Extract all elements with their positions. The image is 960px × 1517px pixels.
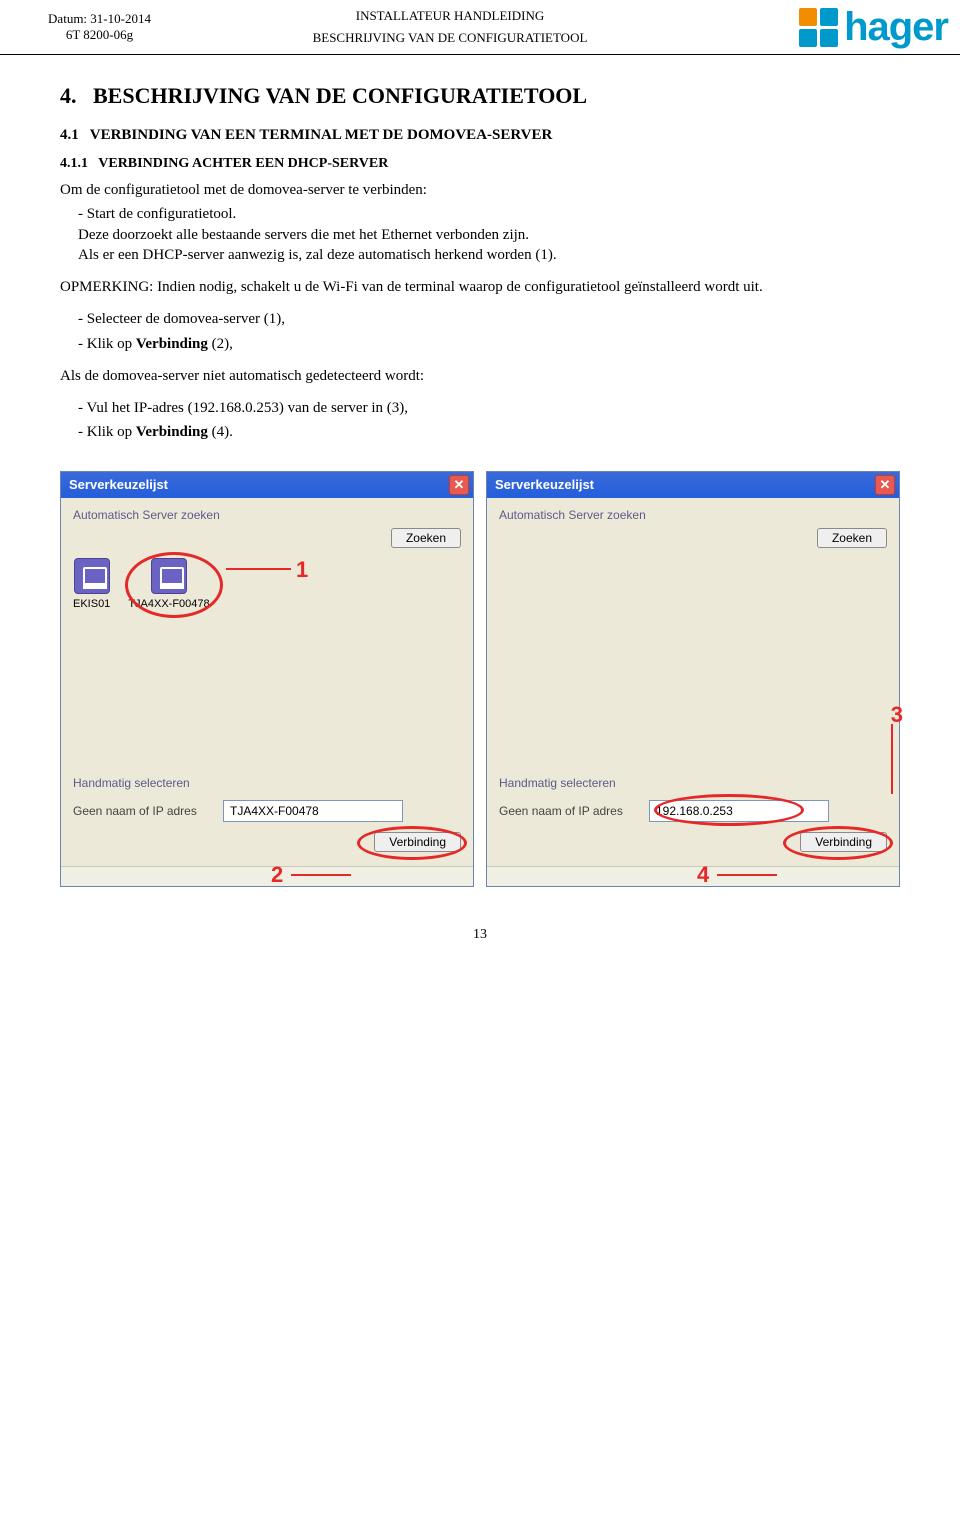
manual-label: Handmatig selecteren: [73, 776, 461, 790]
ip-label: Geen naam of IP adres: [499, 804, 649, 818]
section-heading: 4. BESCHRIJVING VAN DE CONFIGURATIETOOL: [60, 83, 900, 109]
window-title: Serverkeuzelijst: [495, 477, 594, 492]
callout-4-ellipse: [783, 826, 893, 860]
hager-logo: hager: [799, 5, 948, 50]
steps-auto: Selecteer de domovea-server (1), Klik op…: [60, 309, 900, 354]
p2a: Deze doorzoekt alle bestaande servers di…: [78, 227, 529, 243]
section-title: BESCHRIJVING VAN DE CONFIGURATIETOOL: [93, 83, 587, 108]
manual-label: Handmatig selecteren: [499, 776, 887, 790]
callout-1-line: [226, 568, 291, 570]
header-title1: INSTALLATEUR HANDLEIDING: [208, 8, 692, 24]
subsubsection-num: 4.1.1: [60, 156, 88, 171]
steps-manual: Vul het IP-adres (192.168.0.253) van de …: [60, 398, 900, 443]
intro-paragraph: Om de configuratietool met de domovea-se…: [60, 180, 900, 265]
server-label: EKIS01: [73, 598, 110, 610]
callout-2-line: [291, 874, 351, 876]
close-icon[interactable]: ✕: [875, 475, 895, 495]
titlebar-right[interactable]: Serverkeuzelijst ✕: [487, 472, 899, 498]
callout-1: 1: [296, 557, 308, 583]
subsection-num: 4.1: [60, 127, 79, 143]
header-right: hager: [700, 5, 960, 50]
section-num: 4.: [60, 83, 77, 108]
li2: Selecteer de domovea-server (1),: [78, 309, 900, 329]
hager-logo-dots: [799, 8, 838, 47]
header-left: Datum: 31-10-2014 6T 8200-06g: [0, 7, 200, 47]
p4: Als de domovea-server niet automatisch g…: [60, 366, 900, 386]
titlebar-left[interactable]: Serverkeuzelijst ✕: [61, 472, 473, 498]
content: 4. BESCHRIJVING VAN DE CONFIGURATIETOOL …: [0, 55, 960, 943]
server-icon: [74, 558, 110, 594]
zoeken-button[interactable]: Zoeken: [391, 528, 461, 548]
close-icon[interactable]: ✕: [449, 475, 469, 495]
screenshots-row: Serverkeuzelijst ✕ Automatisch Server zo…: [60, 471, 900, 887]
callout-2: 2: [271, 862, 283, 888]
p1: Om de configuratietool met de domovea-se…: [60, 182, 427, 198]
subsection-heading: 4.1 VERBINDING VAN EEN TERMINAL MET DE D…: [60, 127, 900, 144]
subsubsection-title: VERBINDING ACHTER EEN DHCP-SERVER: [98, 156, 388, 171]
callout-3-ellipse: [654, 794, 804, 826]
header-docref: 6T 8200-06g: [8, 27, 191, 43]
callout-3-line: [891, 724, 893, 794]
statusbar: [487, 866, 899, 886]
header-center: INSTALLATEUR HANDLEIDING BESCHRIJVING VA…: [200, 4, 700, 50]
page-number: 13: [60, 927, 900, 943]
li3: Klik op Verbinding (2),: [78, 334, 900, 354]
server-list-empty: [499, 558, 887, 618]
subsubsection-heading: 4.1.1 VERBINDING ACHTER EEN DHCP-SERVER: [60, 156, 900, 172]
server-list: EKIS01 TJA4XX-F00478: [73, 558, 461, 618]
callout-4: 4: [697, 862, 709, 888]
subsection-title: VERBINDING VAN EEN TERMINAL MET DE DOMOV…: [90, 127, 553, 143]
header-title2: BESCHRIJVING VAN DE CONFIGURATIETOOL: [208, 30, 692, 46]
li1: Start de configuratietool.: [87, 206, 237, 222]
statusbar: [61, 866, 473, 886]
auto-label: Automatisch Server zoeken: [499, 508, 887, 522]
window-left: Serverkeuzelijst ✕ Automatisch Server zo…: [60, 471, 474, 887]
window-title: Serverkeuzelijst: [69, 477, 168, 492]
ip-label: Geen naam of IP adres: [73, 804, 223, 818]
page-header: Datum: 31-10-2014 6T 8200-06g INSTALLATE…: [0, 0, 960, 55]
callout-4-line: [717, 874, 777, 876]
li5: Klik op Verbinding (4).: [78, 422, 900, 442]
auto-label: Automatisch Server zoeken: [73, 508, 461, 522]
callout-2-ellipse: [357, 826, 467, 860]
remark: OPMERKING: Indien nodig, schakelt u de W…: [60, 277, 900, 297]
hager-logo-text: hager: [844, 5, 948, 50]
header-date: Datum: 31-10-2014: [8, 11, 191, 27]
window-right: Serverkeuzelijst ✕ Automatisch Server zo…: [486, 471, 900, 887]
p2b: Als er een DHCP-server aanwezig is, zal …: [78, 247, 557, 263]
li4: Vul het IP-adres (192.168.0.253) van de …: [78, 398, 900, 418]
zoeken-button[interactable]: Zoeken: [817, 528, 887, 548]
ip-field[interactable]: [223, 800, 403, 822]
server-item-ekis01[interactable]: EKIS01: [73, 558, 110, 618]
callout-1-ellipse: [125, 552, 223, 618]
